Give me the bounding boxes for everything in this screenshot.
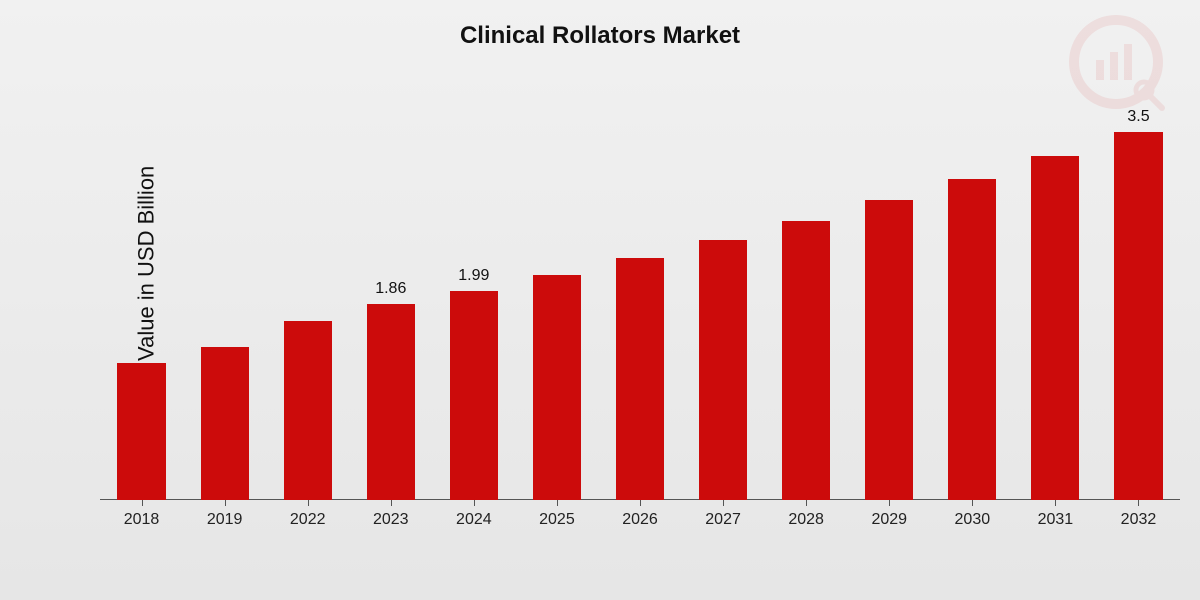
x-tick: 2029 xyxy=(848,505,931,545)
x-tick: 2030 xyxy=(931,505,1014,545)
x-tick: 2018 xyxy=(100,505,183,545)
x-tick: 2032 xyxy=(1097,505,1180,545)
bar xyxy=(699,240,747,500)
bar xyxy=(201,347,249,500)
bar xyxy=(1031,156,1079,500)
x-tick: 2022 xyxy=(266,505,349,545)
bar-slot xyxy=(931,100,1014,500)
tick-mark xyxy=(391,500,392,506)
plot-area: 1.86 1.99 3.5 xyxy=(100,100,1180,500)
bar-slot xyxy=(100,100,183,500)
tick-mark xyxy=(474,500,475,506)
bar-slot: 3.5 xyxy=(1097,100,1180,500)
bar xyxy=(117,363,165,500)
bar xyxy=(948,179,996,500)
tick-mark xyxy=(1138,500,1139,506)
x-tick-label: 2030 xyxy=(955,511,991,528)
bar xyxy=(450,291,498,500)
x-tick-label: 2024 xyxy=(456,511,492,528)
chart-title: Clinical Rollators Market xyxy=(0,22,1200,50)
x-tick-label: 2022 xyxy=(290,511,326,528)
x-tick-label: 2025 xyxy=(539,511,575,528)
tick-mark xyxy=(723,500,724,506)
tick-mark xyxy=(225,500,226,506)
x-tick-label: 2019 xyxy=(207,511,243,528)
x-tick: 2027 xyxy=(682,505,765,545)
bars-group: 1.86 1.99 3.5 xyxy=(100,100,1180,500)
bar-slot xyxy=(183,100,266,500)
tick-mark xyxy=(1055,500,1056,506)
bar-slot: 1.86 xyxy=(349,100,432,500)
bar xyxy=(367,304,415,500)
x-tick-label: 2027 xyxy=(705,511,741,528)
x-tick: 2025 xyxy=(515,505,598,545)
bar-slot xyxy=(1014,100,1097,500)
tick-mark xyxy=(557,500,558,506)
tick-mark xyxy=(308,500,309,506)
bar-value-label: 1.99 xyxy=(458,267,489,285)
chart-container: Clinical Rollators Market Market Value i… xyxy=(0,0,1200,600)
tick-mark xyxy=(806,500,807,506)
x-tick-label: 2018 xyxy=(124,511,160,528)
bar xyxy=(1114,132,1162,500)
x-tick: 2028 xyxy=(765,505,848,545)
x-tick: 2023 xyxy=(349,505,432,545)
bar xyxy=(865,200,913,500)
bar xyxy=(533,275,581,500)
bar-value-label: 1.86 xyxy=(375,280,406,298)
x-ticks-group: 2018 2019 2022 2023 2024 2025 2026 2027 2028 2029… xyxy=(100,505,1180,545)
x-tick-label: 2026 xyxy=(622,511,658,528)
bar-value-label: 3.5 xyxy=(1127,108,1149,126)
bar xyxy=(782,221,830,500)
x-tick-label: 2028 xyxy=(788,511,824,528)
bar-slot xyxy=(765,100,848,500)
x-tick-label: 2032 xyxy=(1121,511,1157,528)
tick-mark xyxy=(640,500,641,506)
watermark-logo-icon xyxy=(1066,12,1166,112)
x-tick: 2019 xyxy=(183,505,266,545)
tick-mark xyxy=(889,500,890,506)
bar xyxy=(616,258,664,500)
bar-slot xyxy=(848,100,931,500)
x-tick: 2024 xyxy=(432,505,515,545)
bar-slot xyxy=(515,100,598,500)
x-tick-label: 2029 xyxy=(871,511,907,528)
bar-slot: 1.99 xyxy=(432,100,515,500)
x-tick-label: 2023 xyxy=(373,511,409,528)
x-tick: 2026 xyxy=(598,505,681,545)
bar-slot xyxy=(682,100,765,500)
tick-mark xyxy=(972,500,973,506)
bar xyxy=(284,321,332,500)
tick-mark xyxy=(142,500,143,506)
x-tick: 2031 xyxy=(1014,505,1097,545)
x-tick-label: 2031 xyxy=(1038,511,1074,528)
bar-slot xyxy=(266,100,349,500)
bar-slot xyxy=(598,100,681,500)
